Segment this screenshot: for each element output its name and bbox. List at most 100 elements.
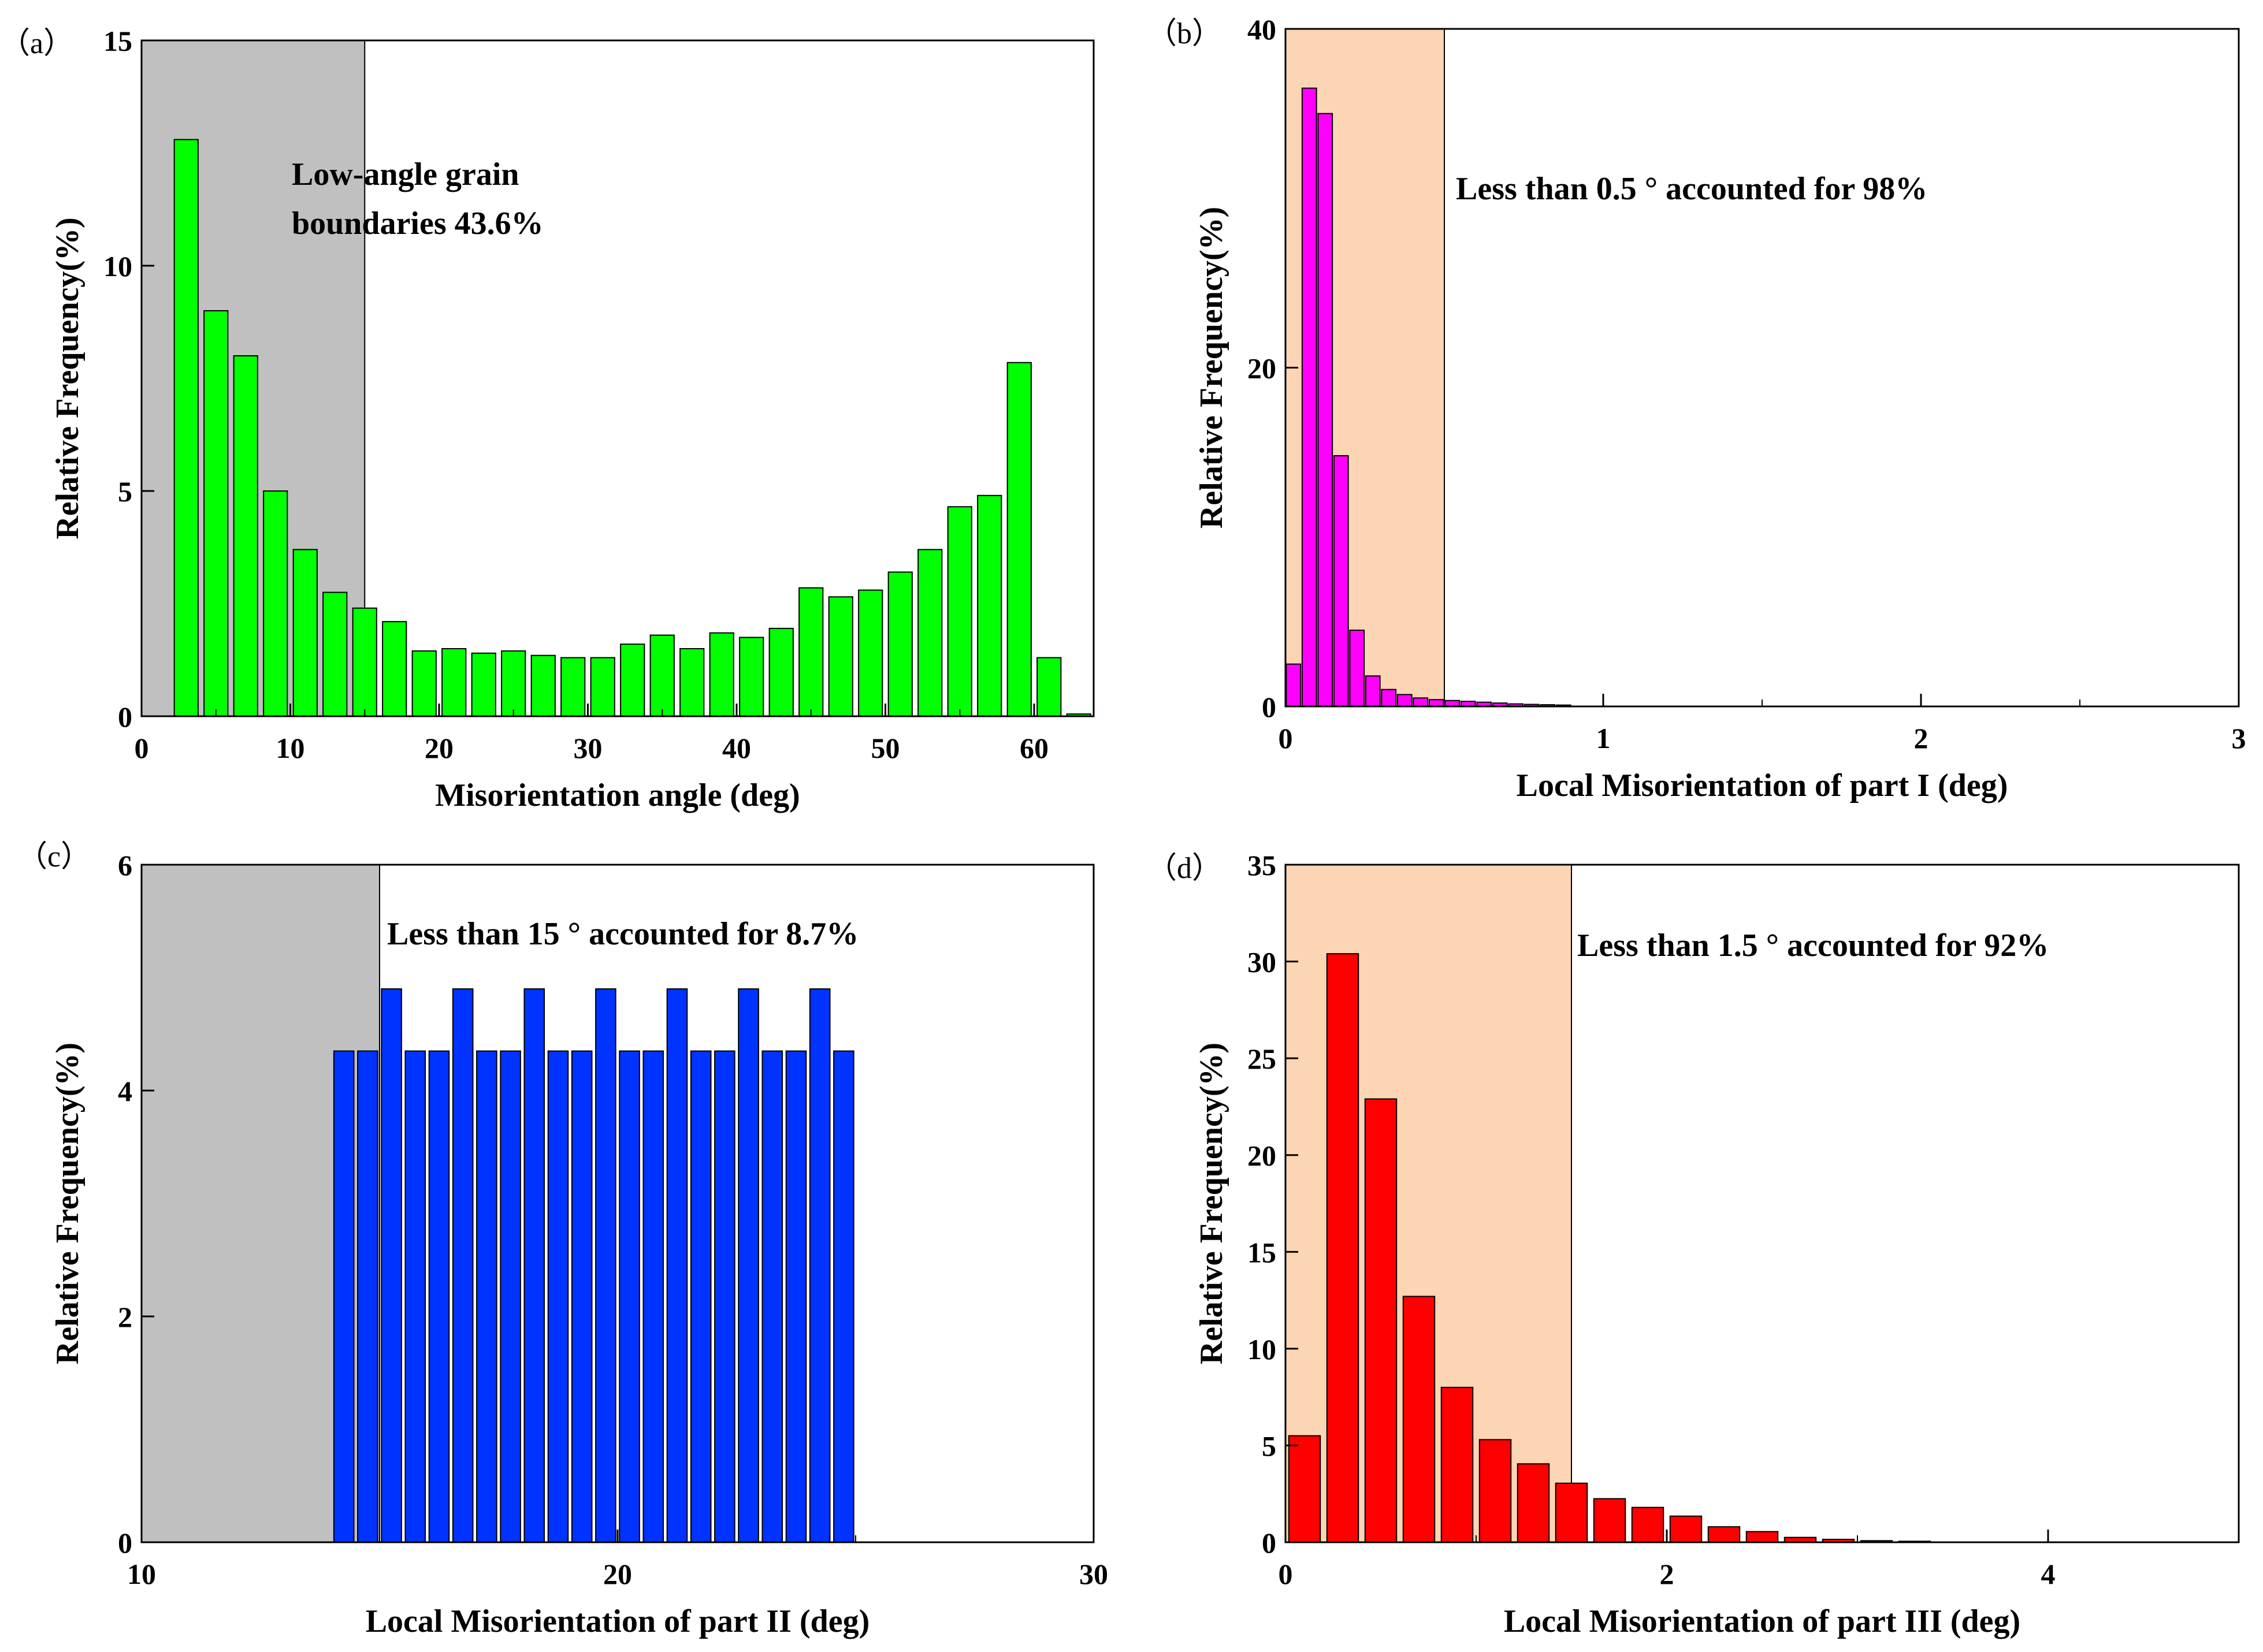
- bar-0: [1288, 1435, 1321, 1543]
- x-tick-label-4: 40: [722, 732, 751, 764]
- bar-28: [1006, 362, 1032, 717]
- x-tick-label-5: 50: [871, 732, 900, 764]
- bar-5: [1478, 1439, 1512, 1543]
- bar-11: [595, 988, 616, 1543]
- annotation: Less than 1.5 ° accounted for 92%: [1577, 928, 2049, 963]
- bar-2: [1364, 1098, 1398, 1543]
- x-tick-label-2: 20: [425, 732, 454, 764]
- bar-29: [1036, 657, 1062, 717]
- panel-b: 0 1 2 3 0 20 40 （b） Local Misorientation of p…: [1147, 13, 2246, 803]
- plot-frame: [140, 39, 1095, 717]
- bar-14: [666, 988, 688, 1543]
- bar-16: [649, 634, 675, 717]
- bar-0: [1285, 663, 1302, 707]
- bar-4: [428, 1050, 450, 1543]
- y-tick-label-1: 2: [118, 1301, 132, 1333]
- bar-25: [917, 549, 943, 717]
- bar-8: [1413, 697, 1429, 708]
- bar-12: [619, 1050, 640, 1543]
- bar-7: [382, 621, 407, 717]
- bar-24: [887, 571, 913, 717]
- bar-5: [1365, 675, 1381, 707]
- bar-19: [739, 637, 764, 717]
- y-tick-label-2: 10: [1247, 1333, 1276, 1365]
- bar-6: [352, 607, 377, 717]
- x-tick-label-0: 0: [1279, 1558, 1293, 1590]
- bar-15: [690, 1050, 712, 1543]
- x-axis-ticks: 0 10 20 30 40 50 60: [135, 704, 1049, 764]
- y-axis-label: Relative Frequency(%): [1194, 207, 1229, 529]
- panel-c: 10 20 30 0 2 4 6 （c） Local Misorientation of …: [17, 840, 1108, 1639]
- y-tick-label-3: 6: [118, 849, 132, 881]
- bar-19: [785, 1050, 807, 1543]
- x-axis-ticks: 10 20 30: [127, 1530, 1108, 1590]
- plot-frame: [1284, 864, 2240, 1543]
- bar-16: [714, 1050, 735, 1543]
- y-tick-label-3: 15: [103, 25, 132, 57]
- x-axis-label: Local Misorientation of part I (deg): [1517, 768, 2008, 803]
- x-axis-ticks: 0 2 4: [1279, 1530, 2056, 1590]
- bar-9: [1428, 699, 1444, 708]
- y-tick-label-1: 20: [1247, 352, 1276, 385]
- y-tick-label-2: 4: [118, 1075, 132, 1107]
- x-tick-label-6: 60: [1020, 732, 1049, 764]
- x-tick-label-3: 3: [2232, 722, 2246, 754]
- annotation: Less than 0.5 ° accounted for 98%: [1456, 171, 1927, 207]
- x-axis-label: Local Misorientation of part III (deg): [1504, 1603, 2020, 1639]
- panel-label: （d）: [1147, 852, 1222, 885]
- bar-2: [1317, 113, 1333, 707]
- bar-9: [547, 1050, 569, 1543]
- bar-2: [381, 988, 402, 1543]
- x-tick-label-2: 2: [1914, 722, 1928, 754]
- bar-26: [947, 506, 972, 717]
- bar-9: [1631, 1506, 1664, 1543]
- bar-23: [858, 589, 883, 717]
- y-axis-label: Relative Frequency(%): [1194, 1043, 1229, 1364]
- bar-5: [322, 591, 348, 717]
- annotation-line-1: Low-angle grain: [292, 157, 519, 192]
- bar-10: [571, 1050, 593, 1543]
- panel-label: （a）: [0, 27, 73, 60]
- bar-21: [798, 587, 824, 717]
- bar-12: [1745, 1531, 1779, 1543]
- bar-10: [1444, 700, 1461, 707]
- y-tick-label-0: 0: [1262, 691, 1276, 723]
- y-tick-label-3: 15: [1247, 1236, 1276, 1268]
- bar-6: [1517, 1463, 1550, 1543]
- bar-21: [833, 1050, 854, 1543]
- bar-6: [1381, 689, 1397, 708]
- bar-8: [523, 988, 545, 1543]
- panel-label: （c）: [17, 840, 91, 873]
- annotation: Less than 15 ° accounted for 8.7%: [387, 916, 859, 952]
- y-tick-label-0: 0: [118, 1527, 132, 1559]
- y-axis-ticks: 0 2 4 6: [118, 849, 154, 1559]
- y-tick-label-0: 0: [118, 701, 132, 733]
- y-tick-label-5: 25: [1247, 1043, 1276, 1075]
- bar-11: [501, 650, 526, 717]
- x-tick-label-1: 2: [1660, 1558, 1674, 1590]
- bar-13: [560, 657, 586, 717]
- bar-12: [530, 654, 556, 717]
- bar-0: [173, 139, 199, 717]
- panel-label: （b）: [1147, 17, 1222, 50]
- y-tick-label-7: 35: [1247, 849, 1276, 881]
- bar-1: [1326, 953, 1359, 1543]
- x-tick-label-2: 4: [2041, 1558, 2056, 1590]
- bar-20: [809, 988, 831, 1543]
- x-axis-label: Misorientation angle (deg): [435, 777, 800, 813]
- bar-3: [263, 490, 288, 717]
- bar-4: [1440, 1386, 1474, 1543]
- x-tick-label-1: 20: [603, 1558, 632, 1590]
- bar-7: [1396, 694, 1413, 708]
- x-tick-label-2: 30: [1079, 1558, 1108, 1590]
- bar-5: [452, 988, 474, 1543]
- bar-7: [500, 1050, 521, 1543]
- bar-10: [1669, 1515, 1703, 1543]
- bar-6: [476, 1050, 497, 1543]
- bar-13: [642, 1050, 664, 1543]
- bar-4: [1349, 630, 1365, 707]
- annotation-line-2: boundaries 43.6%: [292, 206, 544, 241]
- bar-series: [1285, 87, 1571, 708]
- y-tick-label-1: 5: [118, 475, 132, 508]
